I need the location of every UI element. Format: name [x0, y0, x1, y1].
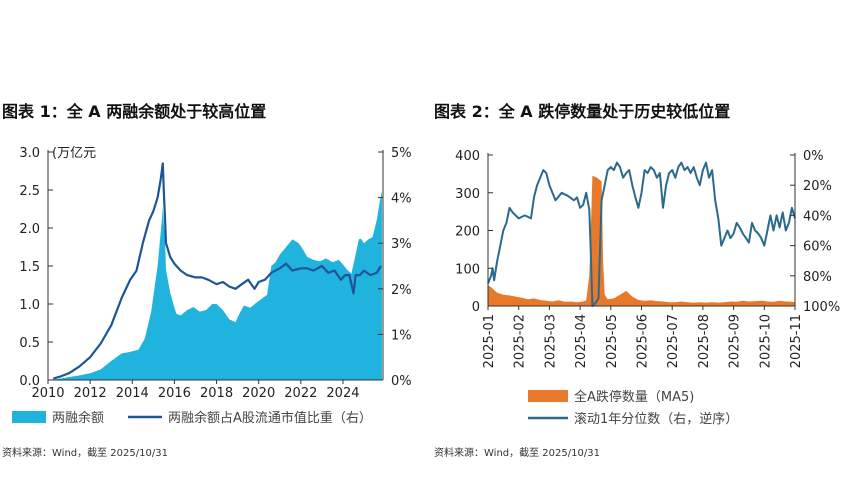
y-left-tick-label: 1.0 [19, 298, 40, 313]
x-tick-label: 2025-05 [605, 314, 620, 368]
x-tick-label: 2014 [116, 386, 149, 401]
y-right-tick-label: 5% [391, 146, 412, 161]
x-tick-label: 2025-01 [482, 314, 497, 368]
percentile-line [487, 161, 796, 307]
right-chart-title: 图表 2：全 A 跌停数量处于历史较低位置 [434, 102, 731, 121]
y-left-tick-label: 2.5 [19, 184, 40, 199]
y-right-tick-label: 3% [391, 237, 412, 252]
y-left-tick-label: 100 [455, 262, 480, 277]
y-left-tick-label: 200 [455, 225, 480, 240]
y-right-tick-label: 60% [803, 240, 832, 255]
legend-label-line: 滚动1年分位数（右，逆序） [574, 411, 738, 427]
x-tick-label: 2025-02 [513, 314, 528, 368]
legend-label-bar: 全A跌停数量（MA5) [574, 389, 694, 405]
y-left-tick-label: 2.0 [19, 222, 40, 237]
y-left-tick-label: 0.0 [19, 374, 40, 389]
x-tick-label: 2010 [31, 386, 64, 401]
x-tick-label: 2025-07 [666, 314, 681, 368]
y-right-tick-label: 0% [803, 149, 824, 164]
left-chart-panel: 图表 1：全 A 两融余额处于较高位置 0.0 0.5 1.0 1.5 2.0 2.5 3.… [0, 0, 430, 491]
y-right-tick-label: 80% [803, 270, 832, 285]
y-left-tick-label: 3.0 [19, 146, 40, 161]
right-chart-svg: 0 100 200 300 400 0% 20% 40% 60% 80% 100% 2025-01 20… [455, 149, 840, 427]
x-tick-label: 2025-03 [543, 314, 558, 368]
x-tick-label: 2025-08 [697, 314, 712, 368]
y-left-tick-label: 0.5 [19, 336, 40, 351]
y-left-tick-label: 0 [472, 300, 480, 315]
right-chart-panel: 图表 2：全 A 跌停数量处于历史较低位置 0 100 200 300 400 0% 20%… [432, 0, 865, 491]
left-chart-title: 图表 1：全 A 两融余额处于较高位置 [2, 102, 267, 121]
y-right-tick-label: 4% [391, 192, 412, 207]
margin-ratio-line [52, 162, 382, 380]
x-tick-label: 2018 [200, 386, 233, 401]
right-source-note: 资料来源：Wind，截至 2025/10/31 [434, 448, 600, 459]
y-right-tick-label: 40% [803, 209, 832, 224]
left-chart-svg: 0.0 0.5 1.0 1.5 2.0 2.5 3.0 0% 1% 2% 3% 4% 5% 2010 201… [12, 146, 412, 426]
margin-balance-area [53, 190, 382, 380]
y-right-tick-label: 100% [803, 300, 840, 315]
y-right-tick-label: 0% [391, 374, 412, 389]
y-left-tick-label: 300 [455, 187, 480, 202]
x-tick-label: 2025-06 [636, 314, 651, 368]
legend-swatch-area [12, 411, 46, 423]
legend-label-line: 两融余额占A股流通市值比重（右） [168, 410, 372, 426]
y-right-tick-label: 1% [391, 328, 412, 343]
x-tick-label: 2024 [326, 386, 359, 401]
x-tick-label: 2012 [74, 386, 107, 401]
x-tick-label: 2025-04 [574, 314, 589, 368]
x-tick-label: 2022 [284, 386, 317, 401]
legend-label-area: 两融余额 [52, 410, 104, 426]
x-tick-label: 2025-10 [758, 314, 773, 368]
y-right-tick-label: 20% [803, 179, 832, 194]
x-tick-label: 2016 [158, 386, 191, 401]
y-right-tick-label: 2% [391, 283, 412, 298]
legend-swatch-bar [528, 390, 568, 402]
x-tick-label: 2025-09 [728, 314, 743, 368]
left-source-note: 资料来源：Wind，截至 2025/10/31 [2, 448, 168, 459]
y-left-tick-label: 400 [455, 149, 480, 164]
y-left-tick-label: 1.5 [19, 260, 40, 275]
left-unit-label: (万亿元 [52, 146, 96, 161]
x-tick-label: 2025-11 [789, 314, 804, 368]
x-tick-label: 2020 [242, 386, 275, 401]
